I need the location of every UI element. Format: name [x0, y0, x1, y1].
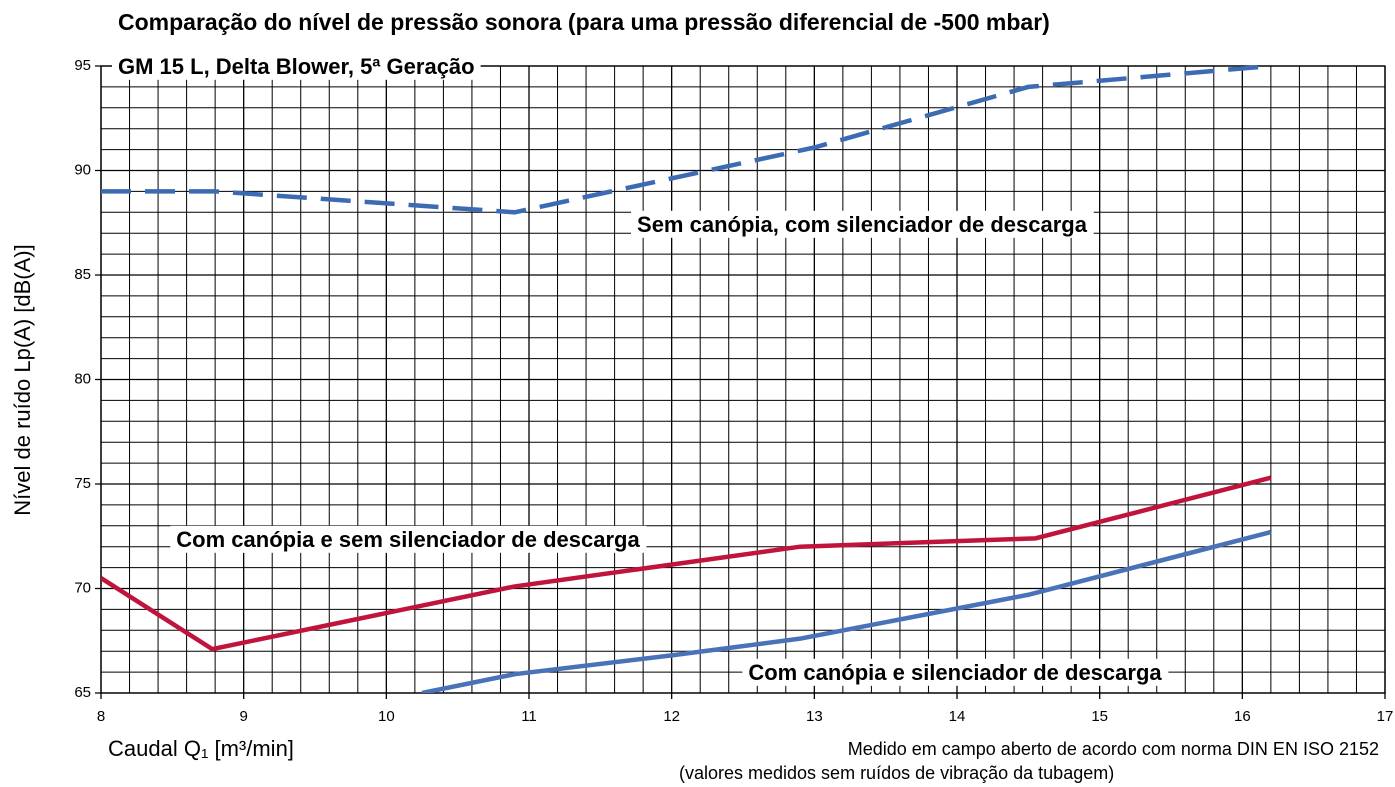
x-tick-label: 13	[806, 708, 823, 725]
x-tick-label: 11	[521, 708, 537, 725]
x-tick-label: 12	[663, 708, 680, 725]
label-background	[112, 52, 481, 80]
x-tick-label: 8	[97, 708, 105, 725]
chart-subtitle: GM 15 L, Delta Blower, 5ª Geração	[118, 54, 475, 79]
chart-title: Comparação do nível de pressão sonora (p…	[118, 9, 1050, 35]
y-tick-label: 90	[74, 161, 91, 178]
label-background	[631, 210, 1094, 238]
x-tick-label: 16	[1234, 708, 1251, 725]
x-axis-label: Caudal Q₁ [m³/min]	[108, 736, 294, 761]
legend-label: Com canópia e silenciador de descarga	[748, 660, 1162, 685]
x-tick-label: 10	[378, 708, 395, 725]
y-tick-label: 75	[74, 475, 91, 492]
y-tick-label: 80	[74, 370, 91, 387]
label-background	[742, 658, 1169, 686]
x-tick-label: 14	[949, 708, 966, 725]
label-background	[170, 525, 647, 553]
y-tick-label: 65	[74, 684, 91, 701]
note: Medido em campo aberto de acordo com nor…	[848, 739, 1379, 759]
note: (valores medidos sem ruídos de vibração …	[679, 763, 1114, 783]
y-tick-label: 70	[74, 579, 91, 596]
line	[101, 63, 1272, 215]
legend-label: Com canópia e sem silenciador de descarg…	[176, 527, 640, 552]
x-tick-label: 17	[1377, 708, 1394, 725]
y-tick-label: 85	[74, 266, 91, 283]
plot-border	[100, 65, 1386, 694]
y-axis-label: Nível de ruído Lp(A) [dB(A)]	[10, 244, 35, 515]
y-tick-label: 95	[74, 57, 91, 74]
x-tick-label: 15	[1091, 708, 1108, 725]
legend-label: Sem canópia, com silenciador de descarga	[637, 212, 1088, 237]
x-tick-label: 9	[239, 708, 247, 725]
line	[101, 475, 1272, 652]
line	[421, 529, 1272, 693]
